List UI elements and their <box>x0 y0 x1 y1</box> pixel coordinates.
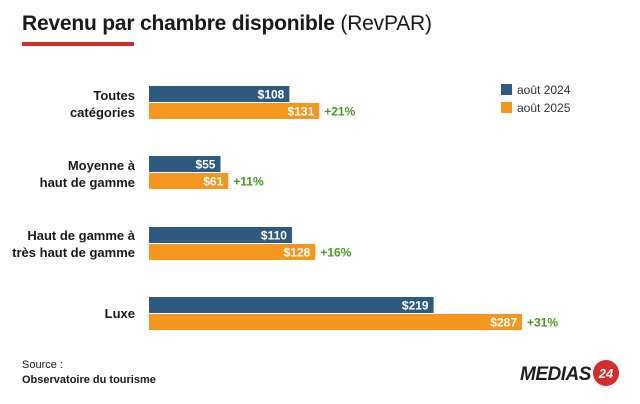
category-label-line: Luxe <box>104 306 135 321</box>
medias24-logo: MEDIAS 24 <box>520 360 620 390</box>
legend-label: août 2025 <box>517 101 571 115</box>
bar-value-label: $131 <box>288 105 315 119</box>
bar-value-label: $287 <box>490 316 517 330</box>
bar-value-label: $110 <box>261 229 287 243</box>
bar <box>149 156 221 172</box>
category-label-line: Moyenne à <box>67 158 135 173</box>
category-label-line: très haut de gamme <box>12 245 135 260</box>
bar <box>149 314 522 330</box>
bar <box>149 103 320 119</box>
bar <box>149 244 316 260</box>
logo-text: MEDIAS <box>520 364 591 385</box>
category-label-line: catégories <box>69 105 135 120</box>
category-label-all: Toutes catégories <box>0 87 135 121</box>
chart-title-main: Revenu par chambre disponible <box>22 12 335 35</box>
source-label: Source : <box>22 359 63 371</box>
legend-swatch <box>501 84 512 95</box>
growth-label: +16% <box>320 246 351 260</box>
bar-value-label: $108 <box>258 88 285 102</box>
category-label-midscale: Moyenne à haut de gamme <box>0 157 135 191</box>
category-label-line: Haut de gamme à <box>27 228 135 243</box>
growth-label: +11% <box>233 175 264 189</box>
growth-label: +21% <box>324 105 355 119</box>
source-name: Observatoire du tourisme <box>22 374 156 386</box>
logo-badge: 24 <box>593 360 619 386</box>
bar <box>149 173 229 189</box>
category-label-line: Toutes <box>93 88 135 103</box>
bar <box>149 297 434 313</box>
bar-value-label: $219 <box>402 299 429 313</box>
legend-label: août 2024 <box>517 83 571 97</box>
legend-swatch <box>501 102 512 113</box>
bar-value-label: $55 <box>195 158 215 172</box>
bar <box>149 227 292 243</box>
bar <box>149 86 290 102</box>
bar-value-label: $128 <box>284 246 311 260</box>
category-label-luxury: Luxe <box>0 305 135 322</box>
chart-title-abbr: (RevPAR) <box>340 12 432 35</box>
bar-value-label: $61 <box>203 175 223 189</box>
title-underline <box>22 42 134 46</box>
category-label-upscale: Haut de gamme à très haut de gamme <box>0 227 135 261</box>
growth-label: +31% <box>527 316 558 330</box>
chart-title: Revenu par chambre disponible (RevPAR) <box>22 12 432 36</box>
category-label-line: haut de gamme <box>39 175 135 190</box>
source-note: Source : Observatoire du tourisme <box>22 358 156 388</box>
